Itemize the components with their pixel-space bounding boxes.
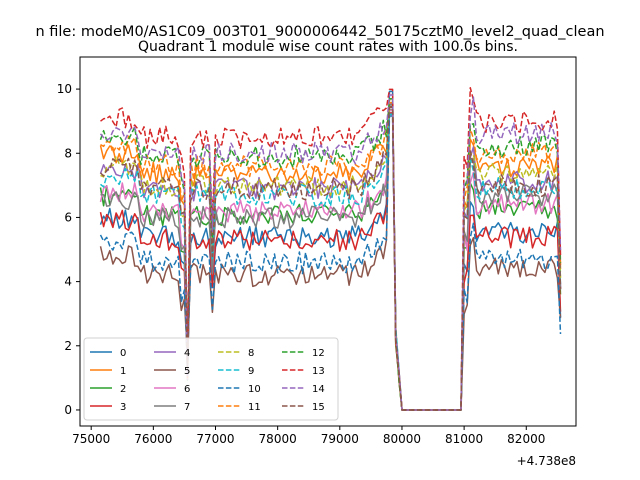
x-offset-label: +4.738e8: [517, 454, 576, 468]
series-line-7: [100, 104, 562, 411]
legend-label-8: 8: [248, 348, 254, 359]
series-line-8: [100, 98, 562, 411]
legend-box: [83, 337, 339, 421]
series-line-13: [100, 87, 562, 411]
series-line-4: [99, 103, 562, 411]
legend-label-2: 2: [120, 384, 126, 395]
series-line-5: [99, 105, 562, 411]
legend-label-3: 3: [120, 402, 126, 413]
figure-suptitle: n file: modeM0/AS1C09_003T01_9000006442_…: [35, 24, 604, 40]
x-tick-label: 82000: [507, 432, 545, 446]
series-line-0: [99, 90, 562, 411]
y-tick-label: 0: [64, 403, 72, 417]
legend-label-14: 14: [312, 384, 325, 395]
axes-frame: [79, 56, 577, 427]
x-tick-label: 75000: [72, 432, 110, 446]
y-axis: 0 2 4 6 8 10: [57, 82, 80, 417]
x-axis: 75000 76000 77000 78000 79000 80000 81000 82000: [72, 426, 545, 446]
legend-label-0: 0: [120, 348, 126, 359]
x-tick-label: 76000: [134, 432, 172, 446]
series-lines: [99, 87, 562, 411]
x-tick-label: 80000: [383, 432, 421, 446]
legend-label-4: 4: [184, 348, 190, 359]
legend-label-15: 15: [312, 402, 325, 413]
legend-label-1: 1: [120, 366, 126, 377]
series-line-9: [100, 113, 562, 411]
series-line-6: [99, 109, 562, 411]
plot-area: [79, 56, 577, 427]
legend-label-13: 13: [312, 366, 325, 377]
y-tick-label: 6: [64, 210, 72, 224]
series-line-15: [99, 106, 562, 411]
legend-label-7: 7: [184, 402, 190, 413]
x-tick-label: 79000: [321, 432, 359, 446]
series-line-3: [99, 112, 562, 411]
legend-label-11: 11: [248, 402, 261, 413]
chart-title: Quadrant 1 module wise count rates with …: [138, 39, 518, 55]
y-tick-label: 4: [64, 275, 72, 289]
legend-label-9: 9: [248, 366, 254, 377]
y-tick-label: 8: [64, 146, 72, 160]
series-line-11: [100, 102, 562, 411]
x-tick-label: 77000: [196, 432, 234, 446]
legend-label-10: 10: [248, 384, 261, 395]
legend-label-5: 5: [184, 366, 190, 377]
series-line-1: [99, 98, 562, 411]
y-tick-label: 10: [57, 82, 72, 96]
series-line-10: [99, 115, 562, 411]
y-tick-label: 2: [64, 339, 72, 353]
x-tick-label: 81000: [445, 432, 483, 446]
x-tick-label: 78000: [259, 432, 297, 446]
legend-label-12: 12: [312, 348, 325, 359]
series-line-14: [99, 94, 562, 411]
legend-label-6: 6: [184, 384, 190, 395]
